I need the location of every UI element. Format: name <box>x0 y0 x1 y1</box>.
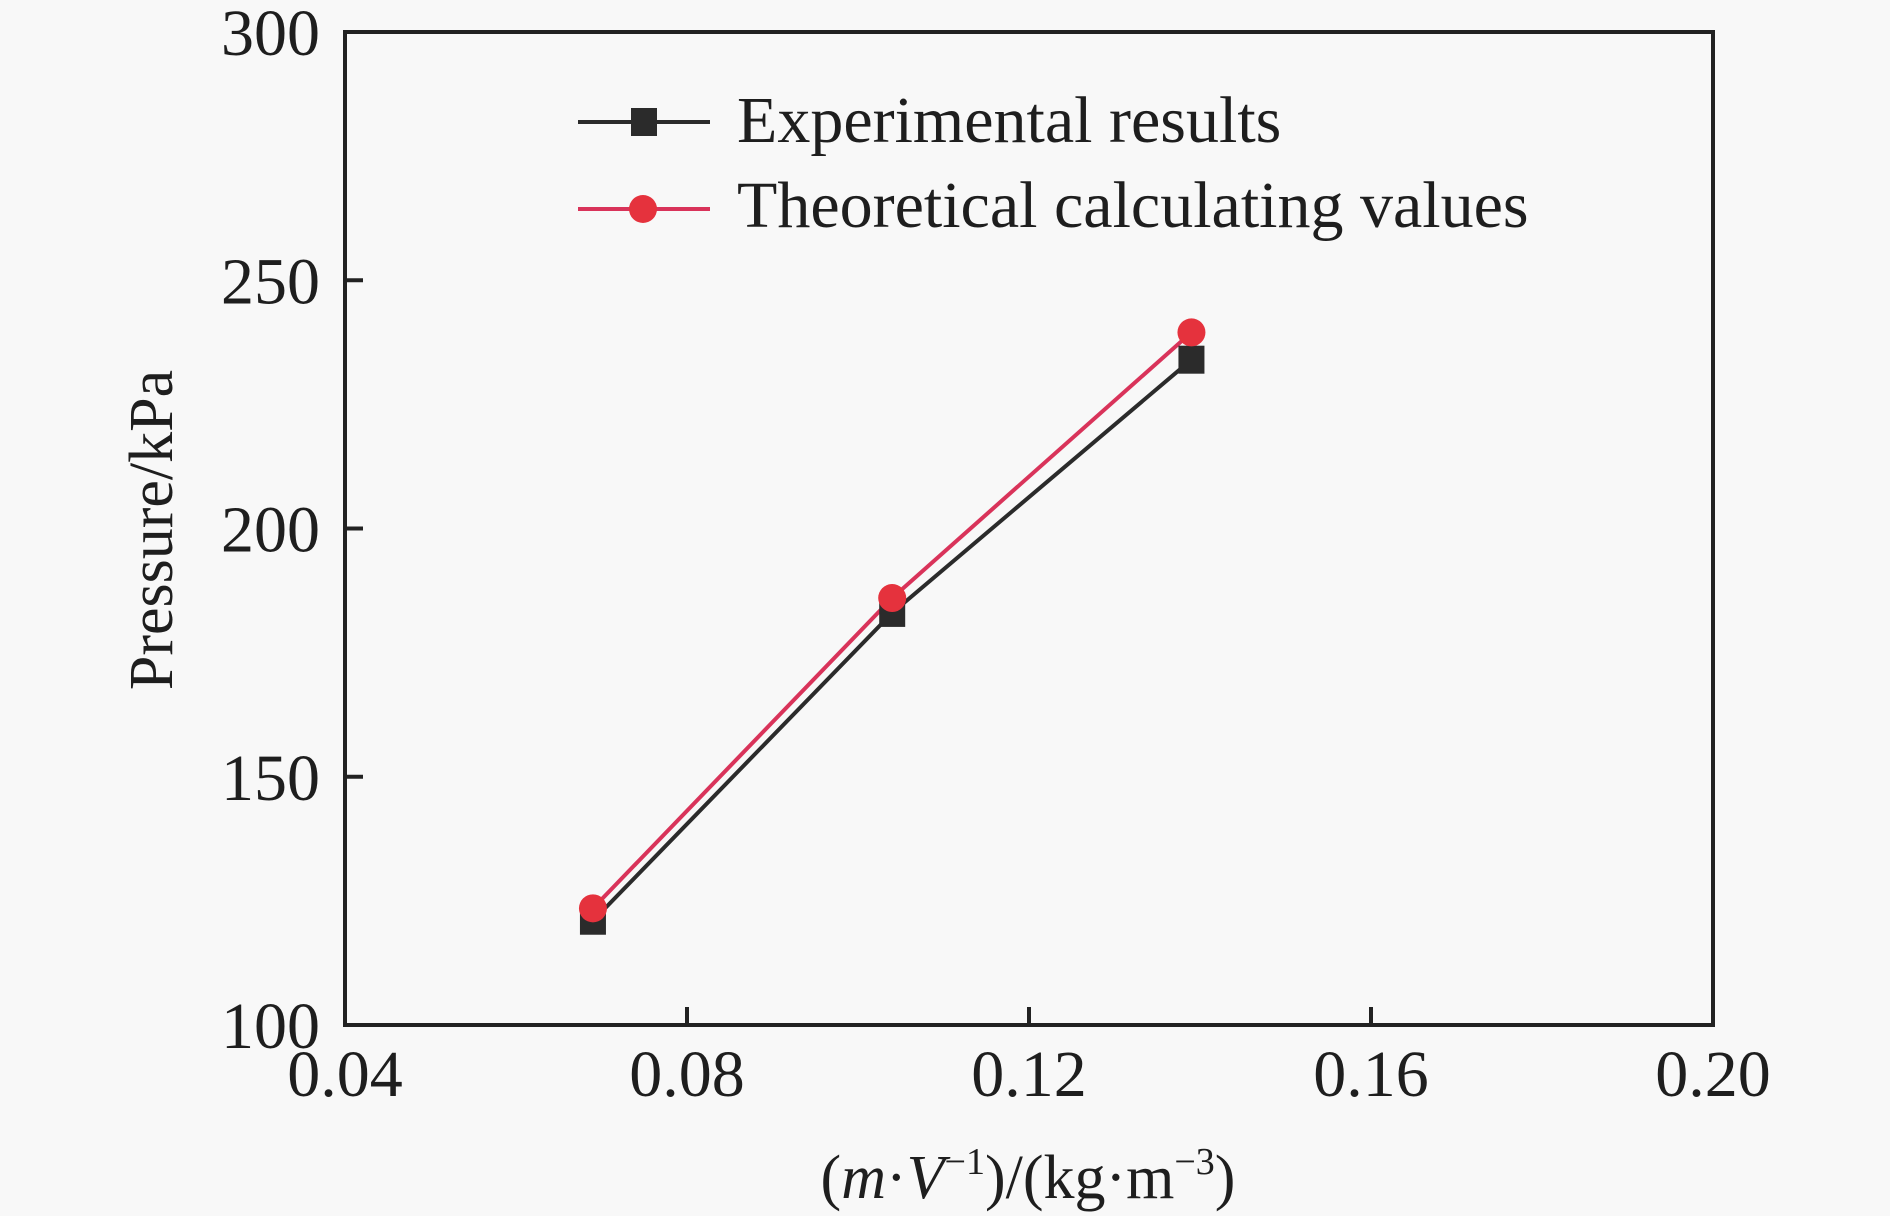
x-tick-label: 0.20 <box>1655 1038 1771 1111</box>
y-tick-label: 250 <box>221 245 320 318</box>
data-point-theoretical <box>878 584 907 613</box>
x-tick-label: 0.12 <box>971 1038 1087 1111</box>
legend: Experimental results Theoretical calcula… <box>578 84 1529 242</box>
x-axis-title-part: ) <box>1215 1144 1236 1212</box>
y-axis-ticks: 100 150 200 250 300 <box>221 0 363 1063</box>
x-tick-label: 0.08 <box>629 1038 745 1111</box>
x-axis-title-part: · <box>886 1144 907 1212</box>
x-axis-title-part: ( <box>821 1144 842 1212</box>
data-point-experimental <box>1178 345 1205 374</box>
legend-square-marker-icon <box>631 108 657 136</box>
x-axis-title-part: m <box>841 1144 886 1212</box>
legend-item-theoretical: Theoretical calculating values <box>578 169 1529 242</box>
y-tick-label: 300 <box>221 0 320 70</box>
x-axis-title-part: −3 <box>1174 1141 1214 1183</box>
legend-item-experimental: Experimental results <box>578 84 1281 157</box>
y-tick-label: 100 <box>221 990 320 1063</box>
x-tick-label: 0.16 <box>1313 1038 1429 1111</box>
legend-label-experimental: Experimental results <box>737 84 1281 157</box>
y-tick-label: 200 <box>221 494 320 567</box>
x-axis-title-part: V <box>907 1144 951 1212</box>
x-tick-label: 0.04 <box>287 1038 403 1111</box>
x-axis-title-part: )/(kg·m <box>985 1144 1174 1212</box>
legend-label-theoretical: Theoretical calculating values <box>737 169 1529 242</box>
x-axis-title: (m·V−1)/(kg·m−3) <box>821 1141 1236 1212</box>
data-point-theoretical <box>578 894 607 923</box>
plot-series <box>578 318 1206 935</box>
x-axis-ticks: 0.04 0.08 0.12 0.16 0.20 <box>287 1007 1771 1111</box>
x-axis-title-part: −1 <box>945 1141 985 1183</box>
legend-circle-marker-icon <box>629 195 657 223</box>
data-point-theoretical <box>1177 318 1206 347</box>
y-axis-title: Pressure/kPa <box>118 370 186 690</box>
y-tick-label: 150 <box>221 742 320 815</box>
